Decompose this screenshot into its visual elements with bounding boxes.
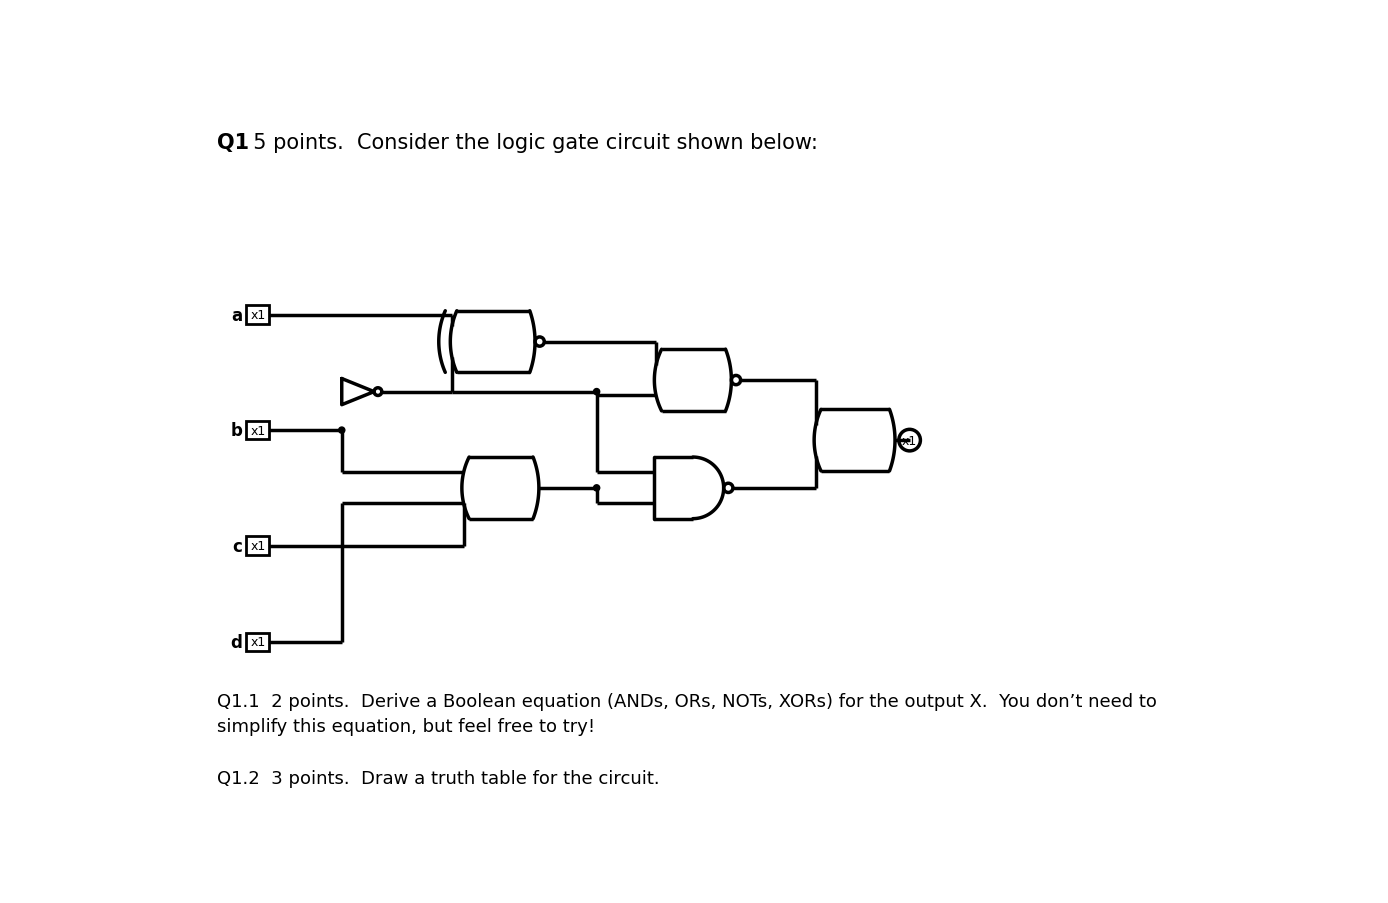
Text: x1: x1 (250, 636, 265, 648)
Bar (246, 536, 269, 555)
Text: x1: x1 (902, 434, 917, 447)
Bar (246, 422, 269, 440)
Bar (246, 306, 269, 324)
Text: 5 points.  Consider the logic gate circuit shown below:: 5 points. Consider the logic gate circui… (240, 133, 818, 153)
Text: c: c (233, 537, 243, 555)
Text: x1: x1 (250, 309, 265, 321)
Circle shape (594, 485, 600, 491)
Text: d: d (230, 633, 243, 651)
Text: Q1.1  2 points.  Derive a Boolean equation (ANDs, ORs, NOTs, XORs) for the outpu: Q1.1 2 points. Derive a Boolean equation… (217, 692, 1156, 735)
Circle shape (339, 427, 344, 433)
Text: x1: x1 (250, 424, 265, 437)
Text: a: a (232, 306, 243, 324)
Text: b: b (230, 422, 243, 440)
Text: Q1: Q1 (217, 133, 248, 153)
Text: Q1.2  3 points.  Draw a truth table for the circuit.: Q1.2 3 points. Draw a truth table for th… (217, 769, 659, 787)
Text: x1: x1 (250, 539, 265, 553)
Circle shape (594, 389, 600, 396)
Bar (246, 633, 269, 651)
